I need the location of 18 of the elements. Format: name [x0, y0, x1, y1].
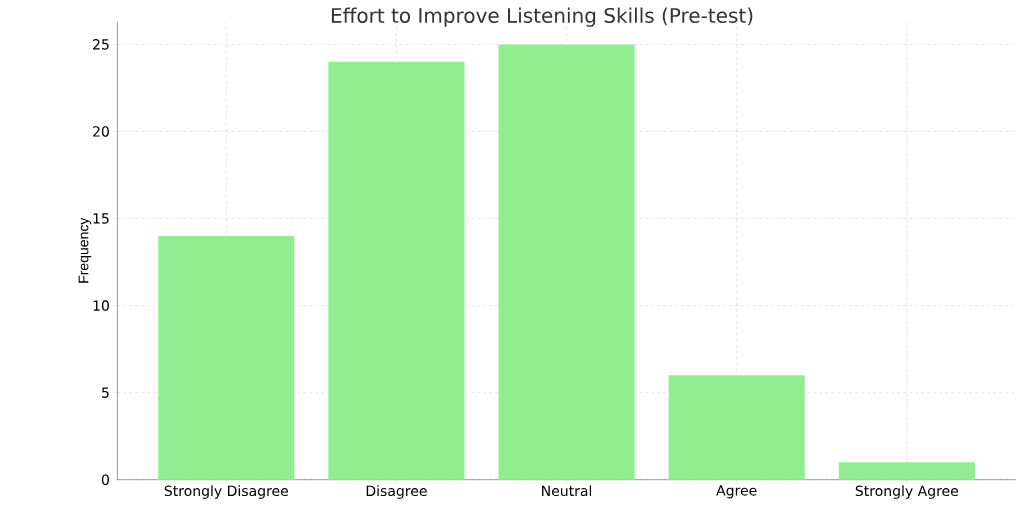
- bar: [328, 61, 465, 480]
- bar: [158, 235, 295, 480]
- chart-title: Effort to Improve Listening Skills (Pre-test): [331, 7, 753, 27]
- y-tick-label: 5: [102, 387, 109, 398]
- y-tick-label: 0: [101, 474, 109, 486]
- y-tick-label: 20: [93, 126, 109, 137]
- bar: [668, 375, 805, 480]
- x-tick-label: Agree: [716, 485, 757, 499]
- bar: [498, 44, 635, 480]
- y-tick-label: 25: [93, 39, 109, 50]
- x-tick-label: Strongly Disagree: [164, 485, 288, 499]
- y-tick-label: 15: [93, 213, 109, 224]
- x-tick-label: Disagree: [366, 485, 427, 499]
- bar: [838, 462, 975, 480]
- x-tick-label: Strongly Agree: [855, 485, 959, 499]
- y-tick-label: 10: [93, 300, 109, 311]
- y-axis-title: Frequency: [78, 217, 92, 283]
- x-tick-label: Neutral: [542, 485, 592, 497]
